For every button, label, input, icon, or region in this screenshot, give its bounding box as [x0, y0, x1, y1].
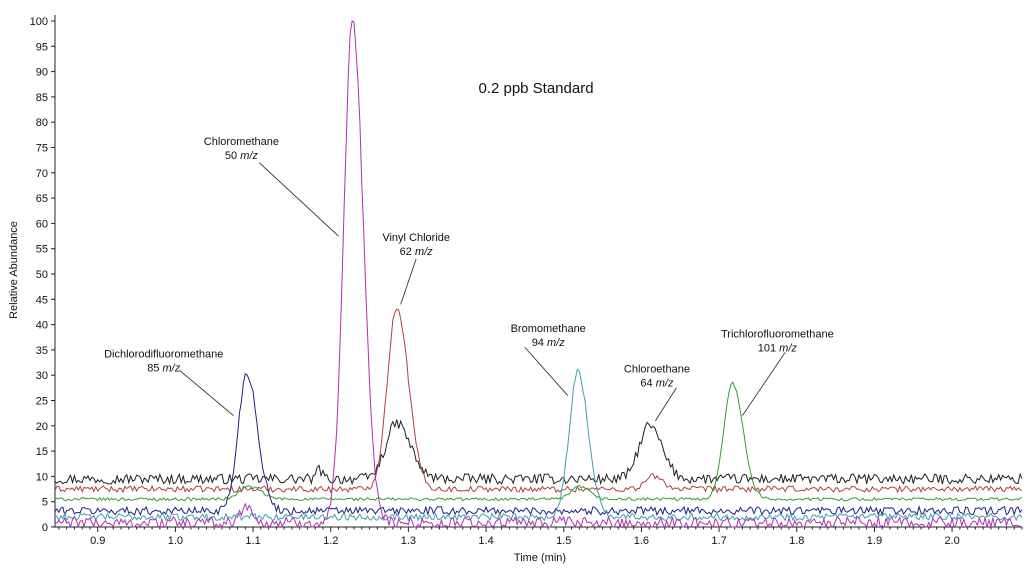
- annotation-mz-label: 50 m/z: [225, 150, 259, 162]
- series-trace-5: [54, 368, 1023, 522]
- x-tick-label: 0.9: [90, 535, 105, 547]
- y-tick-label: 25: [36, 396, 48, 408]
- annotation-compound-name: Vinyl Chloride: [382, 232, 450, 244]
- x-tick-label: 1.6: [634, 535, 649, 547]
- x-tick-label: 1.0: [168, 535, 183, 547]
- annotation-mz-label: 85 m/z: [147, 362, 181, 374]
- annotation-leader-line: [742, 352, 786, 416]
- y-tick-label: 80: [36, 117, 48, 129]
- y-tick-label: 30: [36, 370, 48, 382]
- annotation-compound-name: Dichlorodifluoromethane: [104, 348, 223, 360]
- y-axis-label: Relative Abundance: [8, 221, 20, 319]
- annotation-mz-label: 101 m/z: [758, 342, 798, 354]
- annotation-mz-unit: m/z: [547, 337, 565, 349]
- annotation-mz-label: 64 m/z: [640, 378, 674, 390]
- y-tick-label: 40: [36, 320, 48, 332]
- x-tick-label: 1.4: [478, 535, 493, 547]
- y-tick-label: 20: [36, 421, 48, 433]
- y-tick-label: 5: [42, 497, 48, 509]
- annotation-mz-label: 62 m/z: [400, 246, 434, 258]
- annotation-leader-line: [400, 258, 417, 305]
- y-tick-label: 100: [30, 16, 48, 28]
- y-tick-label: 95: [36, 41, 48, 53]
- x-tick-label: 1.2: [323, 535, 338, 547]
- chart-title: 0.2 ppb Standard: [478, 80, 593, 97]
- series-trace-2: [54, 308, 1023, 494]
- y-tick-label: 15: [36, 446, 48, 458]
- x-tick-label: 2.0: [944, 535, 959, 547]
- annotation-mz-label: 94 m/z: [532, 337, 566, 349]
- annotation-mz-unit: m/z: [415, 246, 433, 258]
- x-tick-label: 1.5: [556, 535, 571, 547]
- y-tick-label: 75: [36, 143, 48, 155]
- series-trace-4: [54, 373, 1023, 517]
- y-tick-label: 0: [42, 522, 48, 534]
- x-tick-label: 1.7: [711, 535, 726, 547]
- x-axis-label: Time (min): [514, 552, 566, 564]
- annotation-mz-unit: m/z: [163, 362, 181, 374]
- y-tick-label: 65: [36, 193, 48, 205]
- annotation-leader-line: [259, 162, 339, 237]
- y-tick-label: 10: [36, 471, 48, 483]
- annotation-compound-name: Bromomethane: [511, 323, 586, 335]
- annotation-leader-line: [524, 347, 568, 396]
- x-tick-label: 1.9: [867, 535, 882, 547]
- y-tick-label: 90: [36, 67, 48, 79]
- annotation-compound-name: Chloromethane: [204, 136, 279, 148]
- y-tick-label: 60: [36, 218, 48, 230]
- x-tick-label: 1.8: [789, 535, 804, 547]
- annotation-leader-line: [179, 369, 234, 416]
- x-tick-label: 1.3: [401, 535, 416, 547]
- y-tick-label: 45: [36, 294, 48, 306]
- x-tick-label: 1.1: [245, 535, 260, 547]
- annotation-mz-unit: m/z: [656, 378, 674, 390]
- y-tick-label: 70: [36, 168, 48, 180]
- annotation-leader-line: [655, 387, 677, 421]
- y-tick-label: 35: [36, 345, 48, 357]
- y-tick-label: 50: [36, 269, 48, 281]
- annotation-mz-unit: m/z: [240, 150, 258, 162]
- y-tick-label: 55: [36, 244, 48, 256]
- annotation-compound-name: Chloroethane: [624, 364, 690, 376]
- y-tick-label: 85: [36, 92, 48, 104]
- series-trace-6: [54, 20, 1023, 529]
- annotation-mz-unit: m/z: [779, 342, 797, 354]
- annotation-compound-name: Trichlorofluoromethane: [721, 328, 834, 340]
- series-trace-1: [54, 419, 1023, 486]
- series-trace-3: [54, 381, 1023, 502]
